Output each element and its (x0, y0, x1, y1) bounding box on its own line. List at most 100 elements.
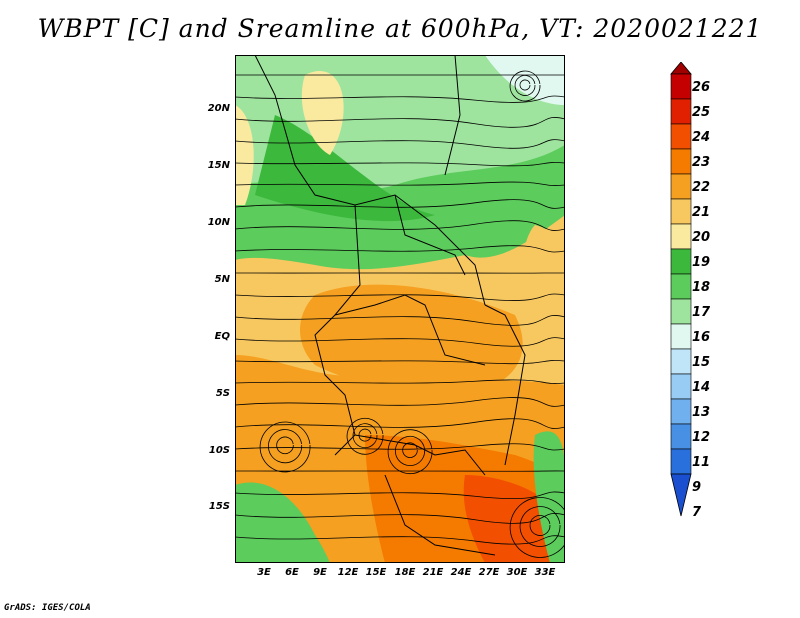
lon-label: 27E (478, 567, 500, 578)
streamline (394, 435, 426, 466)
grads-credit: GrADS: IGES/COLA (4, 603, 91, 613)
streamline (235, 245, 565, 253)
colorbar-label: 19 (692, 255, 711, 270)
colorbar-label: 13 (692, 405, 711, 420)
streamline (235, 397, 565, 407)
lat-label: 20N (207, 103, 230, 114)
colorbar-label: 23 (692, 155, 711, 170)
streamline (235, 337, 565, 347)
field-17c-sw (235, 482, 330, 563)
field-19c-inlet-b (235, 105, 254, 205)
lon-label: 30E (506, 567, 528, 578)
colorbar-label: 24 (692, 130, 711, 145)
lon-label: 24E (450, 567, 472, 578)
colorbar-segment (670, 298, 692, 325)
field-21c-core (300, 284, 523, 396)
streamline (235, 199, 565, 209)
streamline (235, 379, 565, 384)
streamline (519, 79, 531, 91)
colorbar-segment (670, 198, 692, 225)
streamline (346, 417, 384, 455)
streamline (235, 535, 565, 545)
wbpt-streamline-map (235, 55, 565, 563)
colorbar-label: 11 (692, 455, 711, 470)
lat-label: 5N (214, 274, 230, 285)
streamline (235, 360, 565, 365)
streamline (235, 162, 565, 167)
streamline (235, 513, 565, 524)
streamline (529, 515, 551, 536)
colorbar-label: 26 (692, 80, 711, 95)
colorbar-segment (670, 348, 692, 375)
lon-label: 6E (285, 567, 299, 578)
lon-label: 9E (313, 567, 327, 578)
lat-label: 10N (207, 217, 230, 228)
colorbar-label: 17 (692, 305, 711, 320)
colorbar-segment (670, 123, 692, 150)
colorbar-label: 12 (692, 430, 711, 445)
streamline (509, 70, 541, 102)
colorbar-segment (670, 423, 692, 450)
colorbar-label: 7 (692, 505, 702, 520)
lon-label: 15E (365, 567, 387, 578)
map-panel (235, 55, 565, 563)
streamline (235, 95, 565, 103)
colorbar-label: 14 (692, 380, 711, 395)
colorbar-segment (670, 248, 692, 275)
colorbar-label: 9 (692, 480, 702, 495)
colorbar-label: 16 (692, 330, 711, 345)
streamline (235, 117, 565, 128)
lon-label: 3E (257, 567, 271, 578)
streamline (235, 418, 565, 429)
streamlines (235, 70, 565, 558)
colorbar-label: 15 (692, 355, 711, 370)
streamline (509, 497, 565, 558)
streamline (276, 436, 294, 455)
colorbar-segment (670, 398, 692, 425)
streamline (235, 315, 565, 326)
map-frame (235, 55, 565, 563)
streamline (514, 75, 536, 96)
colorbar-label: 18 (692, 280, 711, 295)
colorbar-segment (670, 73, 692, 100)
streamline (259, 421, 311, 473)
streamline (387, 429, 433, 475)
lon-label: 33E (534, 567, 556, 578)
colorbar-label: 25 (692, 105, 711, 120)
lon-label: 18E (394, 567, 416, 578)
lat-label: 5S (215, 388, 230, 399)
lat-label: 10S (208, 445, 230, 456)
colorbar-label: 20 (692, 230, 711, 245)
field-17c-se (533, 431, 565, 563)
colorbar-segment (670, 448, 692, 475)
streamline (402, 442, 418, 458)
chart-title: WBPT [C] and Sreamline at 600hPa, VT: 20… (37, 14, 763, 43)
colorbar-label: 21 (692, 205, 711, 220)
lon-label: 21E (422, 567, 444, 578)
colorbar-segment (670, 323, 692, 350)
lat-label: 15N (207, 160, 230, 171)
colorbar-segment (670, 98, 692, 125)
streamline (235, 491, 565, 499)
streamline (519, 506, 561, 547)
field-20c-east (523, 225, 565, 295)
streamline (235, 220, 565, 231)
colorbar-segment (670, 148, 692, 175)
country-borders (254, 55, 526, 556)
colorbar-top-arrow (670, 62, 692, 75)
lat-label: EQ (214, 331, 230, 342)
streamline (235, 293, 565, 301)
colorbar-segment (670, 173, 692, 200)
colorbar-segment (670, 373, 692, 400)
lat-label: 15S (208, 501, 230, 512)
streamline (235, 181, 565, 186)
streamline (267, 429, 303, 464)
colorbar-bottom-arrow (670, 473, 692, 517)
colorbar-label: 22 (692, 180, 711, 195)
field-19c-inlet-a (301, 71, 344, 155)
streamline (235, 443, 565, 451)
colorbar-segment (670, 273, 692, 300)
colorbar (670, 62, 692, 517)
colorbar-segment (670, 223, 692, 250)
lon-label: 12E (337, 567, 359, 578)
